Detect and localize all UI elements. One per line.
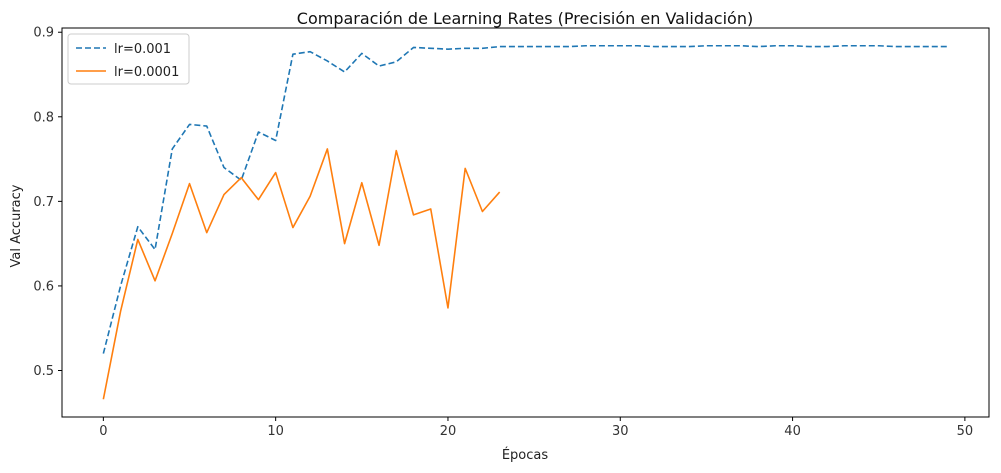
x-tick-label: 20 (440, 424, 457, 439)
y-tick-label: 0.7 (33, 195, 54, 210)
legend-label-lr-0-0001: lr=0.0001 (114, 65, 179, 80)
x-tick-label: 40 (784, 424, 801, 439)
y-axis-label: Val Accuracy (9, 184, 24, 267)
x-tick-label: 0 (99, 424, 107, 439)
x-tick-label: 50 (957, 424, 974, 439)
legend: lr=0.001 lr=0.0001 (67, 33, 190, 85)
series-line-lr-0-001 (102, 44, 948, 354)
y-tick-label: 0.9 (33, 26, 54, 41)
plot-frame (61, 27, 990, 418)
x-axis-label: Épocas (502, 447, 549, 463)
y-tick-label: 0.6 (33, 279, 54, 294)
x-tick-label: 10 (267, 424, 284, 439)
x-tick-label: 30 (612, 424, 629, 439)
chart-title: Comparación de Learning Rates (Precisión… (297, 9, 753, 28)
legend-label-lr-0-001: lr=0.001 (114, 42, 171, 57)
y-tick-label: 0.8 (33, 110, 54, 125)
series-line-lr-0-0001 (102, 148, 501, 400)
y-tick-label: 0.5 (33, 364, 54, 379)
axis-ticks: 0 10 20 30 40 50 0.5 0.6 0.7 0.8 0.9 (33, 26, 973, 439)
series-lines (102, 44, 948, 400)
